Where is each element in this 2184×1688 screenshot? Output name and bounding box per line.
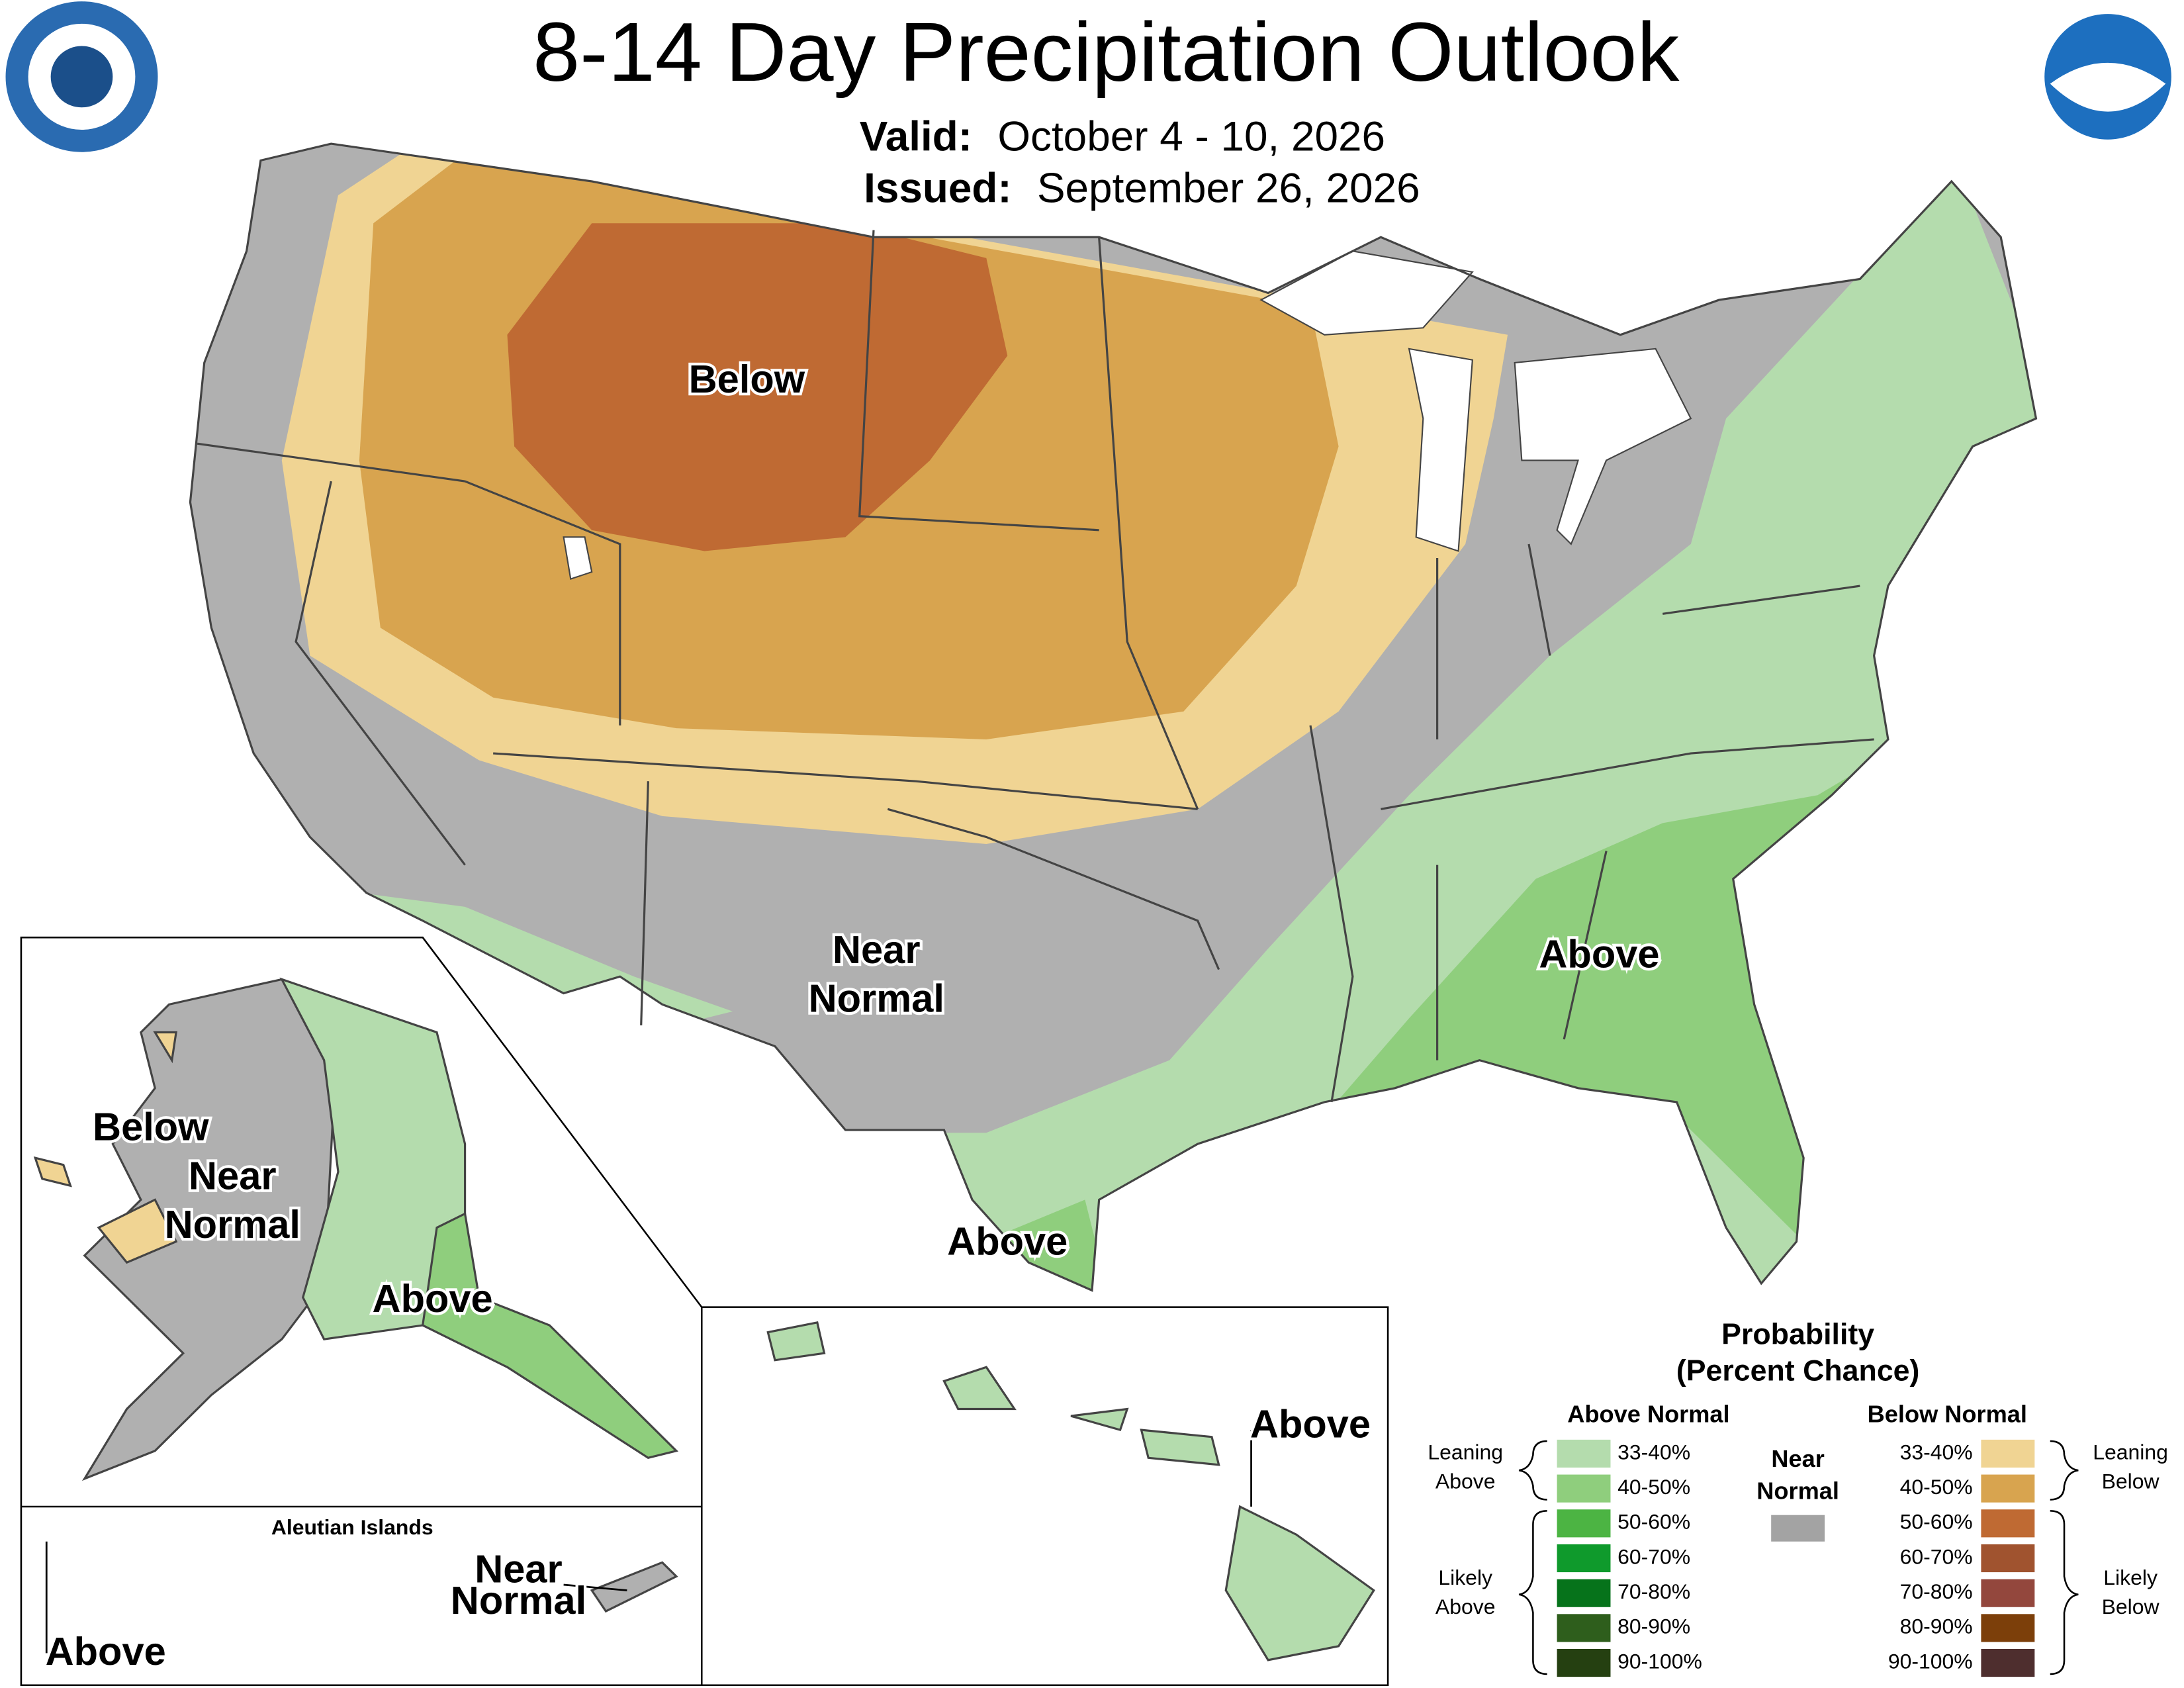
alaska-label: Normal	[165, 1202, 300, 1246]
legend-item-label: 60-70%	[1617, 1545, 1690, 1569]
state-lines	[197, 230, 1874, 1103]
legend-group-label: Below	[2102, 1470, 2160, 1493]
legend-swatch	[1557, 1439, 1611, 1468]
inset-frames	[20, 936, 1389, 1687]
aleutian-label: Above	[46, 1629, 166, 1673]
lakes-huron-erie-ontario	[1514, 348, 1692, 545]
legend-swatch	[1557, 1579, 1611, 1607]
legend-item-label: 50-60%	[1900, 1510, 1973, 1534]
legend-item-label: 80-90%	[1617, 1615, 1690, 1638]
issued-label: Issued:	[864, 165, 1012, 212]
conus-outline	[189, 142, 2038, 1292]
legend-swatch	[1981, 1439, 2035, 1468]
legend-heading: Near	[1771, 1445, 1824, 1472]
issued-date: September 26, 2026	[1037, 165, 1420, 212]
legend-item-label: 90-100%	[1617, 1650, 1702, 1673]
alaska-regions	[33, 977, 1375, 1662]
hawaii-label: Above	[1250, 1402, 1371, 1446]
alaska-below	[33, 1031, 178, 1264]
great-lakes	[563, 250, 1692, 580]
legend-group-label: Below	[2102, 1595, 2160, 1618]
alaska-label: Above	[373, 1276, 493, 1321]
legend-title: (Percent Chance)	[1676, 1355, 1920, 1387]
alaska-label: Below	[93, 1105, 209, 1149]
legend-item-label: 60-70%	[1900, 1545, 1973, 1569]
legend-swatch	[1981, 1509, 2035, 1538]
valid-label: Valid:	[860, 113, 972, 160]
legend-group-label: Likely	[2103, 1566, 2158, 1589]
alaska-label: Near	[189, 1154, 277, 1198]
legend-swatch	[1981, 1648, 2035, 1677]
legend-item-label: 33-40%	[1900, 1440, 1973, 1464]
legend-item-label: 90-100%	[1888, 1650, 1973, 1673]
legend-group-label: Likely	[1438, 1566, 1492, 1589]
logo-doc	[5, 1, 158, 152]
legend-heading: Below Normal	[1868, 1401, 2027, 1428]
legend-swatch	[1557, 1474, 1611, 1503]
legend-swatch	[1557, 1648, 1611, 1677]
above-40-50-area-tx	[1000, 1199, 1113, 1291]
texts: 8-14 Day Precipitation Outlook Valid: Octo…	[42, 5, 2168, 1677]
legend-item-label: 40-50%	[1900, 1475, 1973, 1499]
valid-dates: October 4 - 10, 2026	[997, 113, 1385, 160]
legend-title: Probability	[1721, 1319, 1874, 1351]
legend-swatch	[1981, 1614, 2035, 1642]
legend-swatch	[1981, 1544, 2035, 1573]
great-salt-lake	[563, 536, 593, 580]
below-50-60-area	[507, 223, 1008, 551]
legend-item-label: 33-40%	[1617, 1440, 1690, 1464]
logo-noaa	[2044, 14, 2171, 140]
alaska-above-40-50	[421, 1212, 679, 1459]
alaska-near-normal	[81, 978, 340, 1481]
region-label: Above	[1539, 932, 1659, 976]
legend-item-label: 80-90%	[1900, 1615, 1973, 1638]
callout-lines	[45, 1430, 1252, 1654]
aleutian-label: Near	[475, 1547, 563, 1591]
legend-item-label: 50-60%	[1617, 1510, 1690, 1534]
legend-swatch	[1981, 1579, 2035, 1607]
hawaii-above	[766, 1321, 1375, 1662]
region-label: Below	[689, 357, 805, 401]
aleutian-label: Normal	[451, 1578, 586, 1622]
legend-group-label: Above	[1435, 1595, 1496, 1618]
aleutian-title: Aleutian Islands	[271, 1515, 433, 1539]
legend-item-label: 40-50%	[1617, 1475, 1690, 1499]
alaska-above-33-40	[279, 977, 467, 1340]
legend-swatch	[1981, 1474, 2035, 1503]
legend-item-label: 70-80%	[1617, 1579, 1690, 1603]
region-label: Above	[947, 1219, 1068, 1264]
legend-heading: Above Normal	[1567, 1401, 1729, 1428]
legend-group-label: Leaning	[2093, 1440, 2168, 1464]
legend-heading: Normal	[1756, 1477, 1839, 1505]
region-label: Normal	[809, 976, 944, 1021]
aleutian-near-normal	[590, 1561, 678, 1613]
legend-swatch	[1557, 1509, 1611, 1538]
legend-group-label: Leaning	[1428, 1440, 1503, 1464]
legend-group-label: Above	[1435, 1470, 1496, 1493]
legend-swatch	[1557, 1614, 1611, 1642]
legend-braces	[1518, 1440, 2079, 1675]
lake-michigan	[1408, 348, 1473, 552]
title: 8-14 Day Precipitation Outlook	[533, 5, 1680, 99]
legend-item-label: 70-80%	[1900, 1579, 1973, 1603]
legend-swatch	[1557, 1544, 1611, 1573]
region-label: Near	[833, 927, 921, 972]
legend-swatch	[1771, 1515, 1825, 1542]
